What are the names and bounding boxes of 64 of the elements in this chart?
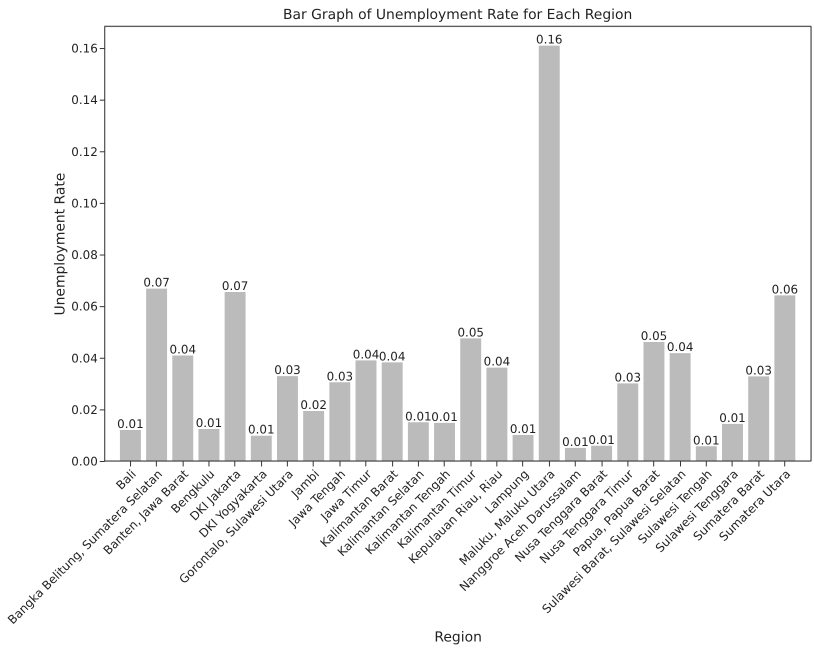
data-label: 0.01: [431, 410, 458, 424]
bar: [512, 434, 534, 462]
x-axis-title: Region: [434, 629, 482, 646]
bar: [722, 424, 743, 462]
bar: [748, 376, 770, 462]
data-label: 0.05: [640, 329, 668, 344]
y-tick-label: 0.10: [71, 196, 98, 210]
bar: [460, 338, 482, 462]
bar: [617, 383, 638, 462]
data-label: 0.03: [326, 369, 354, 384]
data-label: 0.03: [274, 363, 301, 378]
chart-title: Bar Graph of Unemployment Rate for Each Region: [282, 6, 632, 23]
data-label: 0.07: [143, 276, 170, 290]
data-label: 0.06: [772, 282, 798, 296]
y-tick-label: 0.12: [71, 144, 98, 159]
bar: [198, 429, 220, 462]
bar: [329, 382, 350, 462]
data-label: 0.16: [536, 32, 563, 47]
data-label: 0.01: [196, 416, 222, 430]
data-label: 0.01: [719, 410, 746, 425]
y-tick-label: 0.04: [71, 351, 98, 366]
y-tick-label: 0.16: [71, 42, 98, 56]
data-label: 0.04: [378, 349, 406, 364]
y-tick-label: 0.14: [71, 93, 98, 108]
bar: [591, 446, 612, 462]
y-axis-title: Unemployment Rate: [52, 172, 68, 316]
bar: [356, 360, 376, 462]
bar: [277, 376, 298, 462]
bar: [120, 430, 141, 462]
bar: [382, 362, 403, 462]
bar: [303, 410, 324, 462]
data-label: 0.01: [248, 422, 275, 437]
bar: [774, 295, 796, 462]
bar: [434, 422, 456, 462]
data-label: 0.02: [300, 398, 327, 412]
data-label: 0.04: [170, 342, 196, 356]
bar: [172, 355, 194, 462]
data-label: 0.04: [666, 340, 694, 354]
data-label: 0.03: [745, 363, 772, 378]
bar: [408, 422, 429, 462]
bar: [538, 46, 560, 462]
data-label: 0.01: [588, 432, 615, 447]
bar: [146, 288, 168, 462]
y-tick-label: 0.06: [71, 300, 98, 314]
y-tick-label: 0.08: [71, 248, 98, 262]
bar: [643, 342, 664, 462]
y-tick-label: 0.02: [71, 402, 98, 417]
bar: [564, 448, 586, 462]
bar: [696, 446, 717, 462]
data-label: 0.04: [484, 354, 510, 369]
data-label: 0.04: [352, 347, 380, 362]
bar: [250, 436, 272, 462]
bar: [224, 292, 246, 462]
data-label: 0.03: [614, 370, 642, 384]
data-label: 0.05: [457, 325, 484, 340]
data-label: 0.01: [405, 409, 432, 424]
data-label: 0.01: [562, 434, 589, 449]
bar: [670, 353, 691, 462]
data-label: 0.01: [510, 422, 536, 436]
data-label: 0.01: [117, 417, 144, 432]
bar: [486, 368, 508, 462]
data-label: 0.07: [222, 279, 248, 294]
y-tick-label: 0.00: [71, 454, 98, 468]
data-label: 0.01: [693, 433, 720, 448]
